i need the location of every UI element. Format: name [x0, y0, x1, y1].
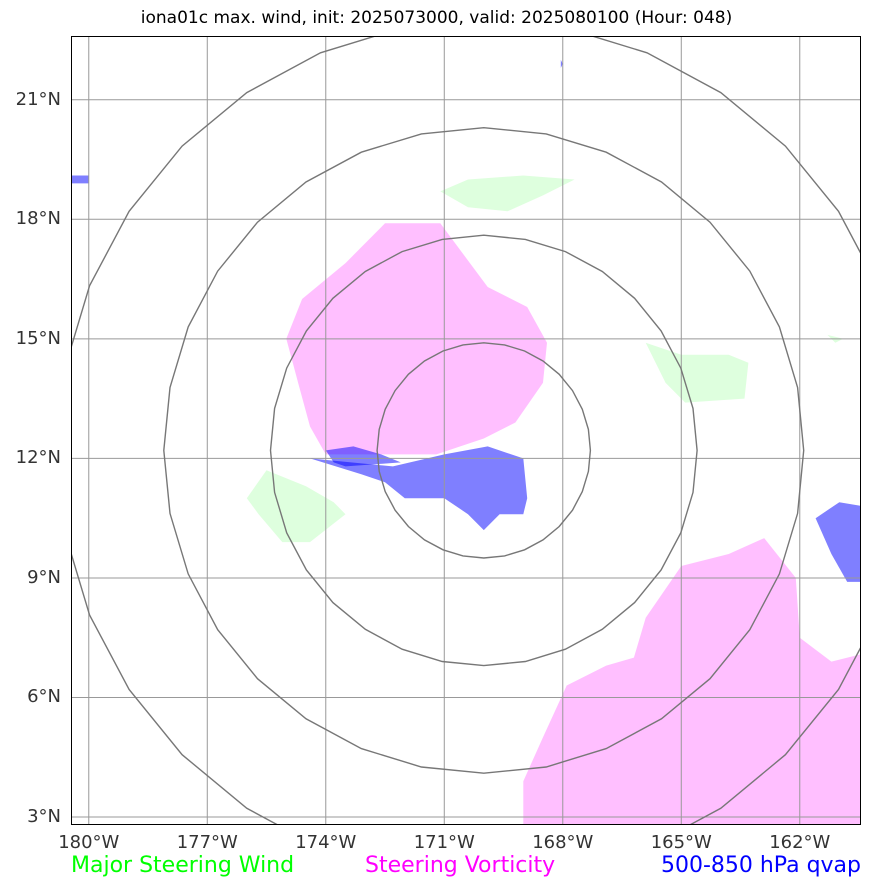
lat-tick-label: 9°N [27, 566, 61, 588]
legend-steering-vorticity: Steering Vorticity [365, 853, 556, 878]
map-panel [71, 36, 861, 825]
qvap-blob-central [310, 446, 528, 531]
lon-tick-label: 174°W [295, 832, 357, 853]
lon-tick-label: 171°W [413, 832, 475, 853]
lat-tick-label: 3°N [27, 806, 61, 828]
wind-blob-east [645, 342, 749, 403]
range-ring-1 [376, 342, 592, 559]
legend-major-steering-wind: Major Steering Wind [71, 853, 295, 878]
range-ring-3 [163, 126, 805, 774]
qvap-blob-overlap [325, 446, 401, 467]
lon-tick-label: 177°W [176, 832, 238, 853]
lat-tick-label: 6°N [27, 686, 61, 708]
range-ring-4 [71, 36, 861, 825]
lat-tick-label: 21°N [15, 88, 61, 110]
range-rings [71, 36, 861, 825]
legend-qvap: 500-850 hPa qvap [660, 853, 861, 878]
lon-tick-label: 162°W [769, 832, 831, 853]
map-border [71, 36, 861, 825]
vorticity-blob-southeast [523, 538, 861, 825]
lat-tick-label: 18°N [15, 208, 61, 230]
qvap-blob-west [71, 175, 89, 184]
qvap-dot-north [560, 59, 563, 68]
lat-tick-label: 15°N [15, 327, 61, 349]
lon-tick-label: 165°W [650, 832, 712, 853]
range-ring-2 [269, 234, 698, 667]
map-title: iona01c max. wind, init: 2025073000, val… [140, 8, 733, 28]
lon-tick-label: 168°W [532, 832, 594, 853]
lat-tick-label: 12°N [15, 447, 61, 469]
wind-blob-southwest [246, 470, 346, 543]
qvap-blob-east [815, 502, 861, 582]
lon-tick-label: 180°W [58, 832, 120, 853]
wind-blob-north [440, 175, 575, 212]
shaded-regions [71, 59, 861, 825]
